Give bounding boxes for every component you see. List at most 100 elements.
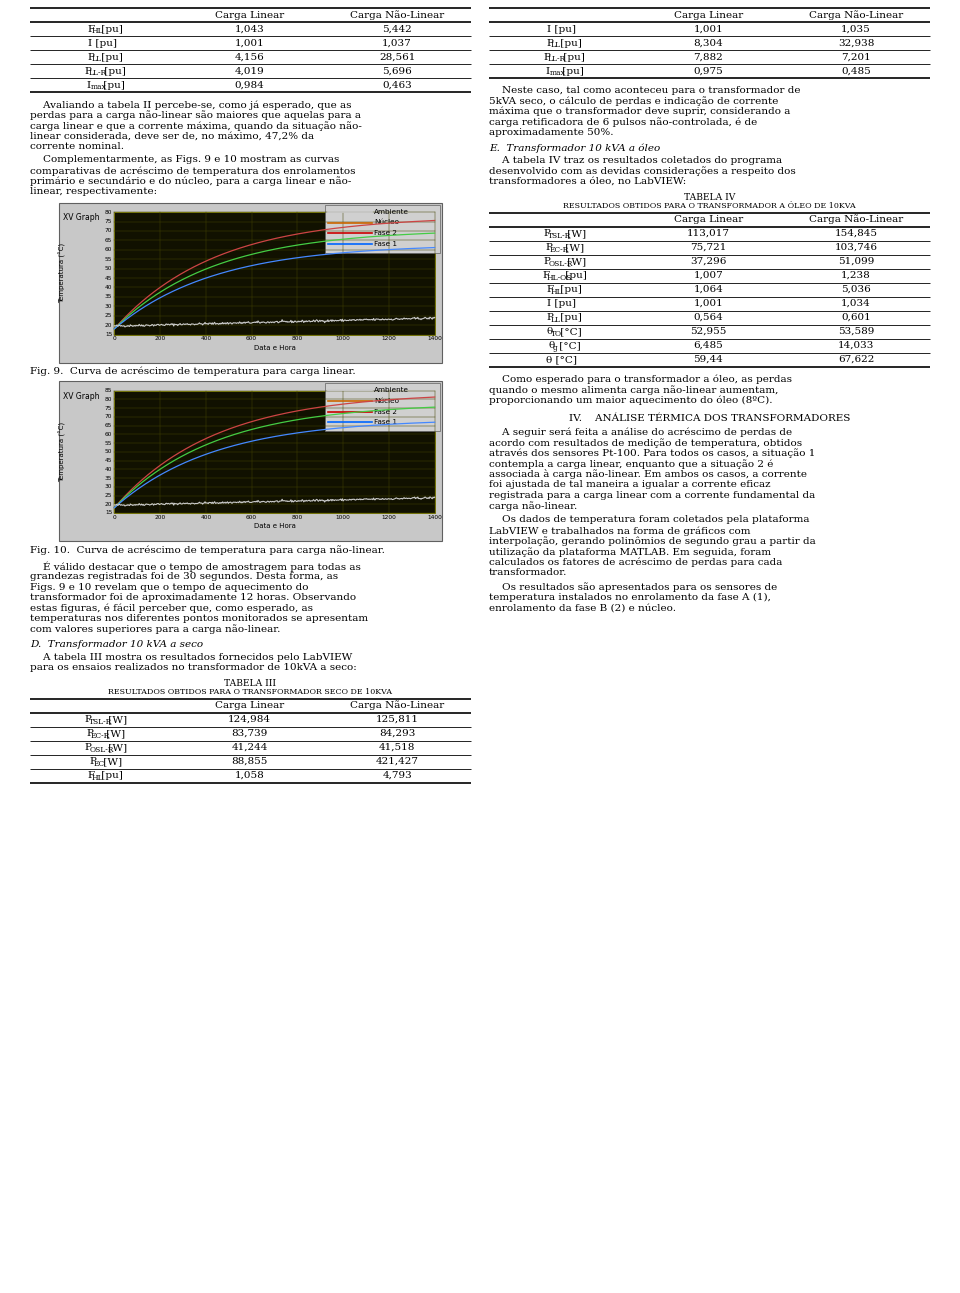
Text: calculados os fatores de acréscimo de perdas para cada: calculados os fatores de acréscimo de pe… (489, 557, 782, 568)
Text: Carga Linear: Carga Linear (215, 10, 284, 19)
Text: 80: 80 (105, 209, 112, 215)
Text: registrada para a carga linear com a corrente fundamental da: registrada para a carga linear com a cor… (489, 490, 815, 499)
Text: 50: 50 (105, 266, 112, 272)
Text: 0: 0 (112, 336, 116, 341)
Text: θ: θ (548, 341, 555, 350)
Text: 1200: 1200 (381, 515, 396, 520)
Text: 600: 600 (246, 515, 257, 520)
Text: Como esperado para o transformador a óleo, as perdas: Como esperado para o transformador a óle… (489, 375, 792, 384)
Text: θ: θ (546, 327, 553, 336)
Text: E.  Transformador 10 kVA a óleo: E. Transformador 10 kVA a óleo (489, 144, 660, 153)
Text: 35: 35 (105, 476, 112, 481)
Text: 125,811: 125,811 (375, 715, 419, 724)
Text: 65: 65 (105, 423, 112, 428)
Text: 1400: 1400 (427, 515, 443, 520)
Text: 53,589: 53,589 (838, 327, 875, 336)
Text: P: P (84, 66, 91, 75)
Text: Fase 1: Fase 1 (374, 240, 397, 247)
Text: 59,44: 59,44 (693, 356, 723, 365)
Text: TABELA IV: TABELA IV (684, 193, 735, 202)
Text: linear, respectivamente:: linear, respectivamente: (30, 187, 157, 197)
Text: 1,001: 1,001 (693, 299, 723, 308)
Text: contempla a carga linear, enquanto que a situação 2 é: contempla a carga linear, enquanto que a… (489, 459, 774, 469)
Text: [W]: [W] (105, 743, 127, 753)
Text: 5,036: 5,036 (841, 284, 871, 294)
Text: [pu]: [pu] (98, 771, 123, 780)
Text: [pu]: [pu] (100, 80, 125, 89)
Text: 1,037: 1,037 (382, 39, 412, 48)
Text: θ [°C]: θ [°C] (546, 356, 577, 365)
Text: carga retificadora de 6 pulsos não-controlada, é de: carga retificadora de 6 pulsos não-contr… (489, 118, 757, 127)
Text: Fase 2: Fase 2 (374, 230, 397, 237)
Text: P: P (543, 53, 550, 62)
Text: 1,064: 1,064 (693, 284, 723, 294)
Text: 41,518: 41,518 (379, 743, 416, 753)
Text: 1000: 1000 (336, 515, 350, 520)
Text: 1,034: 1,034 (841, 299, 871, 308)
Text: desenvolvido com as devidas considerações a respeito dos: desenvolvido com as devidas consideraçõe… (489, 167, 796, 176)
Text: 5kVA seco, o cálculo de perdas e indicação de corrente: 5kVA seco, o cálculo de perdas e indicaç… (489, 97, 779, 106)
Text: Núcleo: Núcleo (374, 220, 399, 225)
Text: 30: 30 (105, 304, 112, 309)
Text: Data e Hora: Data e Hora (253, 344, 296, 350)
Text: 421,427: 421,427 (375, 756, 419, 765)
Text: perdas para a carga não-linear são maiores que aquelas para a: perdas para a carga não-linear são maior… (30, 110, 361, 120)
Text: XV Graph: XV Graph (62, 392, 99, 401)
Text: 80: 80 (105, 397, 112, 402)
Text: I: I (545, 66, 549, 75)
Text: primário e secundário e do núcleo, para a carga linear e não-: primário e secundário e do núcleo, para … (30, 177, 351, 186)
Text: Núcleo: Núcleo (374, 398, 399, 403)
Text: Carga Linear: Carga Linear (215, 701, 284, 710)
Text: [W]: [W] (563, 243, 585, 252)
Text: 103,746: 103,746 (834, 243, 877, 252)
Text: Ambiente: Ambiente (374, 209, 409, 215)
Text: foi ajustada de tal maneira a igualar a corrente eficaz: foi ajustada de tal maneira a igualar a … (489, 480, 771, 489)
Bar (114, 390, 435, 513)
Text: LL-R: LL-R (548, 56, 566, 63)
Text: Carga Linear: Carga Linear (674, 10, 743, 19)
Text: 32,938: 32,938 (838, 39, 875, 48)
Text: 41,244: 41,244 (231, 743, 268, 753)
Text: Complementarmente, as Figs. 9 e 10 mostram as curvas: Complementarmente, as Figs. 9 e 10 mostr… (30, 155, 340, 164)
Text: P: P (87, 53, 95, 62)
Text: 1,001: 1,001 (234, 39, 264, 48)
Text: I [pu]: I [pu] (88, 39, 117, 48)
Text: [pu]: [pu] (561, 53, 586, 62)
Text: Carga Linear: Carga Linear (674, 215, 743, 224)
Text: 400: 400 (201, 515, 211, 520)
Text: 20: 20 (105, 502, 112, 507)
Text: F: F (542, 272, 549, 281)
Text: P: P (546, 39, 554, 48)
Text: OSL-R: OSL-R (548, 260, 573, 268)
Text: Data e Hora: Data e Hora (253, 522, 296, 529)
Text: Os dados de temperatura foram coletados pela plataforma: Os dados de temperatura foram coletados … (489, 516, 809, 525)
Text: Fase 2: Fase 2 (374, 409, 397, 415)
Text: P: P (546, 313, 554, 322)
Text: 30: 30 (105, 485, 112, 489)
Text: 40: 40 (105, 467, 112, 472)
Text: 400: 400 (201, 336, 211, 341)
Text: A tabela IV traz os resultados coletados do programa: A tabela IV traz os resultados coletados… (489, 156, 782, 166)
Text: 800: 800 (292, 336, 303, 341)
Text: RESULTADOS OBTIDOS PARA O TRANSFORMADOR A ÓLEO DE 10KVA: RESULTADOS OBTIDOS PARA O TRANSFORMADOR … (564, 202, 856, 209)
Text: transformador foi de aproximadamente 12 horas. Observando: transformador foi de aproximadamente 12 … (30, 593, 356, 603)
Text: 0: 0 (112, 515, 116, 520)
Text: 14,033: 14,033 (838, 341, 875, 350)
Text: TABELA III: TABELA III (225, 679, 276, 688)
Text: 84,293: 84,293 (379, 729, 416, 738)
Text: Temperatura (°C): Temperatura (°C) (60, 243, 66, 304)
Text: 45: 45 (105, 275, 112, 281)
Text: 200: 200 (155, 515, 166, 520)
Text: [pu]: [pu] (102, 66, 127, 75)
Text: LL-R: LL-R (89, 70, 108, 78)
Text: A seguir será feita a análise do acréscimo de perdas de: A seguir será feita a análise do acrésci… (489, 428, 792, 437)
Text: [pu]: [pu] (562, 272, 587, 281)
Text: 8,304: 8,304 (693, 39, 723, 48)
Text: Carga Não-Linear: Carga Não-Linear (809, 10, 903, 19)
Text: I [pu]: I [pu] (547, 25, 576, 34)
Text: 154,845: 154,845 (834, 229, 877, 238)
Text: HL: HL (551, 288, 563, 296)
Text: max: max (549, 70, 565, 78)
Text: 1,035: 1,035 (841, 25, 871, 34)
Text: É válido destacar que o tempo de amostragem para todas as: É válido destacar que o tempo de amostra… (30, 561, 361, 572)
